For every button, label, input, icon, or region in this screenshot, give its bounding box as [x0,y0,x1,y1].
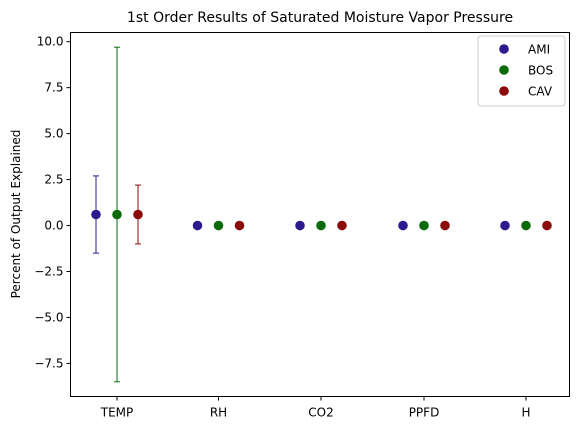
legend: AMI BOS CAV [477,35,566,107]
legend-marker [499,44,509,54]
y-tick-label: 2.5 [44,173,63,187]
y-tick-label: 0.0 [44,219,63,233]
x-tick-label: RH [210,406,227,420]
legend-label: CAV [528,85,553,99]
data-point-ami [500,220,510,231]
data-point-bos [316,220,326,231]
x-axis: TEMP RH CO2 PPFD H [100,396,531,420]
y-tick-label: 10.0 [37,35,64,49]
x-tick-label: TEMP [100,406,134,420]
data-point-ami [398,220,408,231]
x-tick-label: H [521,406,530,420]
y-axis-label: Percent of Output Explained [9,130,23,299]
y-tick-label: 5.0 [44,127,63,141]
data-point-bos [419,220,429,231]
data-point-bos [213,220,224,231]
data-point-ami [91,209,101,220]
data-point-cav [133,209,143,220]
data-point-bos [521,220,531,231]
y-axis: 10.0 7.5 5.0 2.5 0.0 −2.5 −5.0 −7.5 [34,35,71,370]
y-tick-label: −2.5 [34,264,63,278]
data-point-cav [234,220,245,231]
x-tick-label: PPFD [409,406,440,420]
y-tick-label: 7.5 [44,81,63,95]
chart-title: 1st Order Results of Saturated Moisture … [127,10,513,26]
data-point-ami [295,220,305,231]
data-point-ami [192,220,203,231]
data-point-cav [337,220,347,231]
legend-marker [499,86,509,96]
legend-marker [499,65,509,75]
y-tick-label: −5.0 [34,310,63,324]
y-tick-label: −7.5 [34,356,63,370]
data-point-cav [440,220,450,231]
legend-box [477,35,566,107]
legend-label: AMI [528,43,550,57]
data-marks [91,46,552,383]
legend-label: BOS [528,64,553,78]
data-point-bos [112,209,122,220]
x-tick-label: CO2 [308,406,333,420]
data-point-cav [542,220,552,231]
